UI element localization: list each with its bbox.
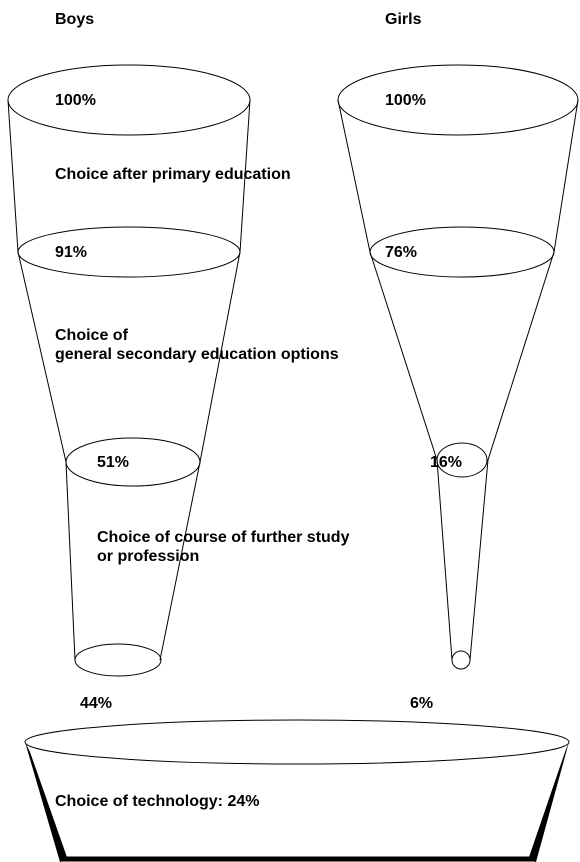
technology-bowl — [25, 720, 569, 862]
percent-label: 100% — [385, 92, 426, 109]
stage-label: Choice of technology: 24% — [55, 793, 259, 810]
percent-label: 51% — [97, 454, 129, 471]
stage-label: Choice of course of further study — [97, 529, 350, 546]
diagram: Boys Girls 100% 100% 91% 76% 51% 16% 44%… — [0, 0, 580, 862]
stage-label: Choice of — [55, 327, 129, 344]
girls-funnel — [338, 65, 578, 669]
percent-label: 44% — [80, 695, 112, 712]
percent-label: 91% — [55, 244, 87, 261]
group-label: Girls — [385, 11, 422, 28]
stage-label: Choice after primary education — [55, 166, 291, 183]
percent-label: 16% — [430, 454, 462, 471]
percent-label: 76% — [385, 244, 417, 261]
boys-funnel — [8, 65, 250, 676]
group-label: Boys — [55, 11, 94, 28]
stage-label: general secondary education options — [55, 346, 339, 363]
percent-label: 100% — [55, 92, 96, 109]
percent-label: 6% — [410, 695, 433, 712]
stage-label: or profession — [97, 548, 199, 565]
